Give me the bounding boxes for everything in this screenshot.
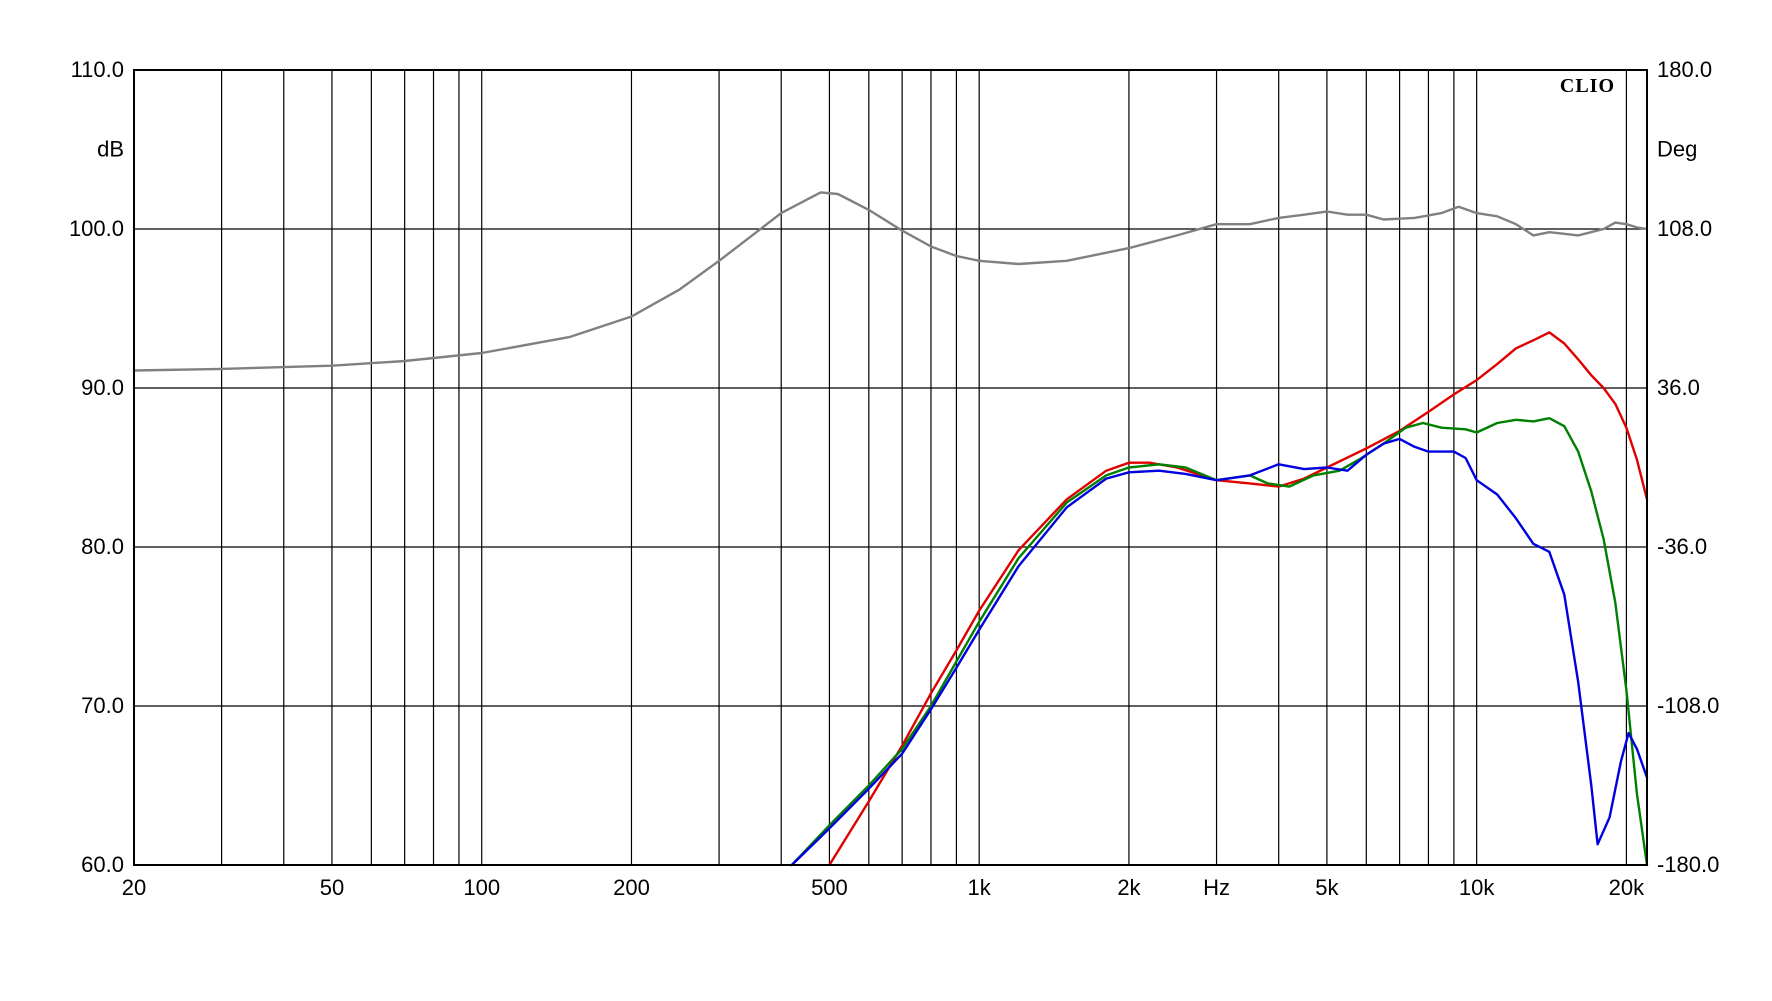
x-tick-label: 1k [968, 875, 992, 900]
plot-frame [133, 69, 1648, 866]
x-tick-label: 5k [1315, 875, 1339, 900]
y2-tick-label: -180.0 [1657, 852, 1719, 877]
y-axis-label: dB [97, 137, 124, 162]
series-layer [132, 191, 1649, 867]
y2-tick-label: 180.0 [1657, 57, 1712, 82]
y-tick-label: 80.0 [81, 534, 124, 559]
y2-axis-label: Deg [1657, 137, 1697, 162]
y2-tick-label: 36.0 [1657, 375, 1700, 400]
series-line-gray [132, 191, 1649, 372]
y-tick-label: 70.0 [81, 693, 124, 718]
x-tick-label: 20 [122, 875, 146, 900]
grid-lines [134, 70, 1647, 865]
series-line-green [790, 417, 1649, 867]
brand-label: CLIO [1560, 75, 1615, 97]
x-tick-label: 500 [811, 875, 848, 900]
y-tick-label: 90.0 [81, 375, 124, 400]
x-tick-label: 20k [1609, 875, 1645, 900]
x-tick-label: 10k [1459, 875, 1495, 900]
x-tick-label: 2k [1117, 875, 1141, 900]
y2-tick-label: -108.0 [1657, 693, 1719, 718]
y-tick-label: 100.0 [69, 216, 124, 241]
x-tick-label: 100 [463, 875, 500, 900]
y-tick-label: 60.0 [81, 852, 124, 877]
tick-labels: 60.0 70.0 80.0 90.0 100.0 110.0 -180.0 -108.0 -3… [69, 57, 1719, 900]
y2-tick-label: 108.0 [1657, 216, 1712, 241]
series-line-blue [790, 437, 1649, 867]
y-tick-label: 110.0 [71, 57, 124, 82]
series-line-red [828, 331, 1649, 867]
x-axis-label: Hz [1203, 875, 1230, 900]
y2-tick-label: -36.0 [1657, 534, 1707, 559]
x-tick-label: 50 [320, 875, 344, 900]
x-tick-label: 200 [613, 875, 650, 900]
